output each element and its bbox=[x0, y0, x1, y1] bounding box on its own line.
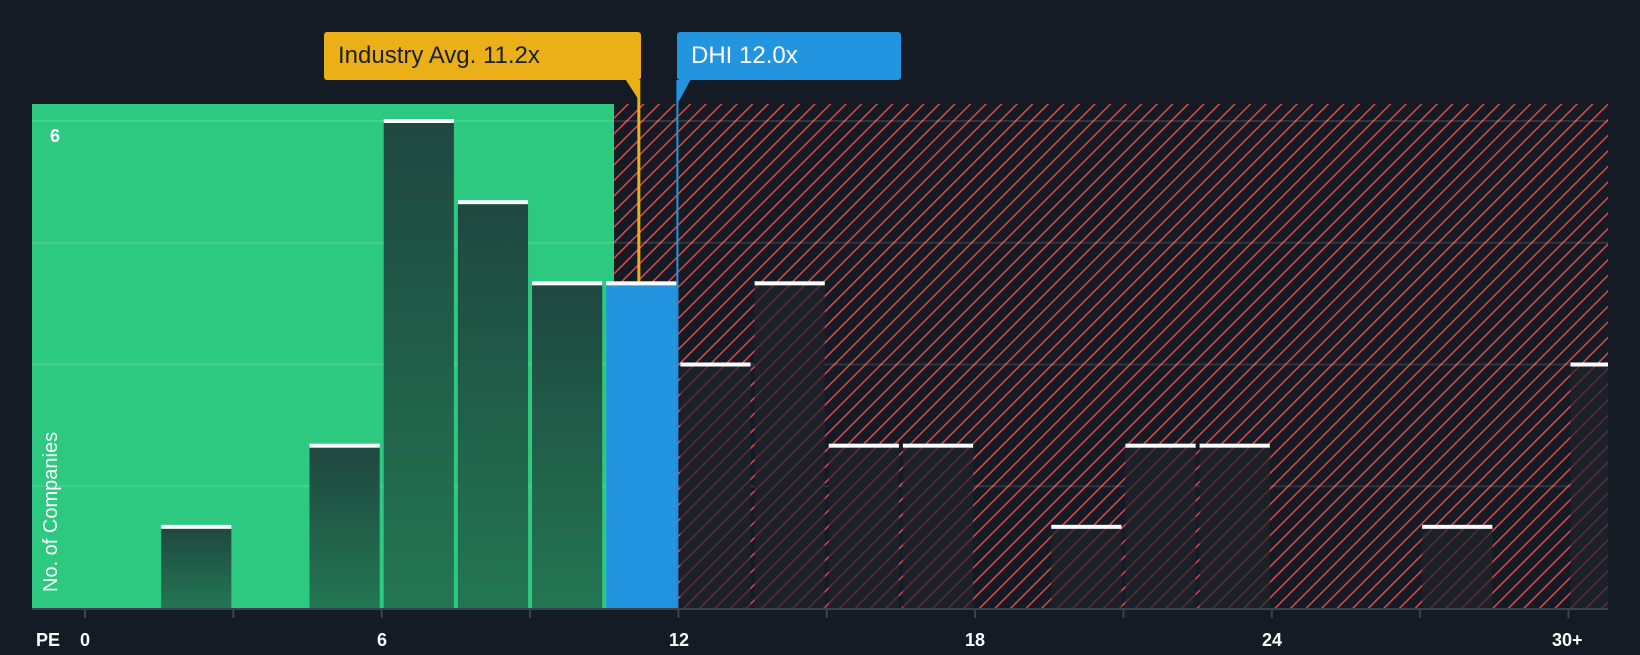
industry-average-callout: Industry Avg. 11.2x bbox=[324, 32, 641, 80]
histogram-bar bbox=[606, 283, 677, 608]
bar-cap bbox=[680, 362, 751, 367]
y-tick-top-label: 6 bbox=[50, 126, 61, 146]
bar-cap bbox=[1199, 443, 1270, 448]
histogram-bar bbox=[902, 445, 974, 608]
x-tick-label: 30+ bbox=[1552, 630, 1583, 650]
x-tick-label: 0 bbox=[80, 630, 91, 650]
x-axis bbox=[32, 608, 1608, 618]
histogram-bar bbox=[532, 283, 603, 608]
histogram-bar bbox=[457, 202, 529, 608]
histogram-bar bbox=[1570, 364, 1608, 608]
bar-cap bbox=[1422, 524, 1493, 529]
histogram-bar bbox=[1125, 445, 1196, 608]
x-axis-prefix: PE bbox=[36, 630, 61, 650]
industry-callout-pointer bbox=[625, 80, 639, 100]
bar-cap bbox=[828, 443, 899, 448]
bar-cap bbox=[309, 443, 380, 448]
x-tick-label: 12 bbox=[669, 630, 690, 650]
company-callout-pointer bbox=[677, 80, 691, 104]
bar-cap bbox=[606, 281, 677, 286]
bar-cap bbox=[1570, 362, 1608, 367]
x-tick-label: 24 bbox=[1262, 630, 1283, 650]
y-axis-label: No. of Companies bbox=[40, 431, 62, 592]
histogram-bar bbox=[828, 445, 899, 608]
bar-cap bbox=[1051, 524, 1122, 529]
bar-cap bbox=[457, 200, 529, 205]
marker-lines bbox=[625, 80, 691, 608]
histogram-bar bbox=[1051, 526, 1122, 608]
bar-cap bbox=[1125, 443, 1196, 448]
histogram-bar bbox=[1422, 526, 1493, 608]
x-tick-label: 6 bbox=[377, 630, 388, 650]
histogram-bar bbox=[161, 526, 232, 608]
histogram-bar bbox=[680, 364, 751, 608]
histogram-bars bbox=[161, 119, 1608, 608]
bar-cap bbox=[161, 524, 232, 529]
histogram-bar bbox=[1199, 445, 1270, 608]
bar-cap bbox=[754, 281, 825, 286]
histogram-bar bbox=[383, 121, 454, 608]
company-pe-callout: DHI 12.0x bbox=[677, 32, 901, 80]
bar-cap bbox=[532, 281, 603, 286]
x-tick-label: 18 bbox=[965, 630, 986, 650]
histogram-bar bbox=[754, 283, 825, 608]
bar-cap bbox=[902, 443, 974, 448]
bar-cap bbox=[383, 119, 454, 123]
histogram-bar bbox=[309, 445, 380, 608]
